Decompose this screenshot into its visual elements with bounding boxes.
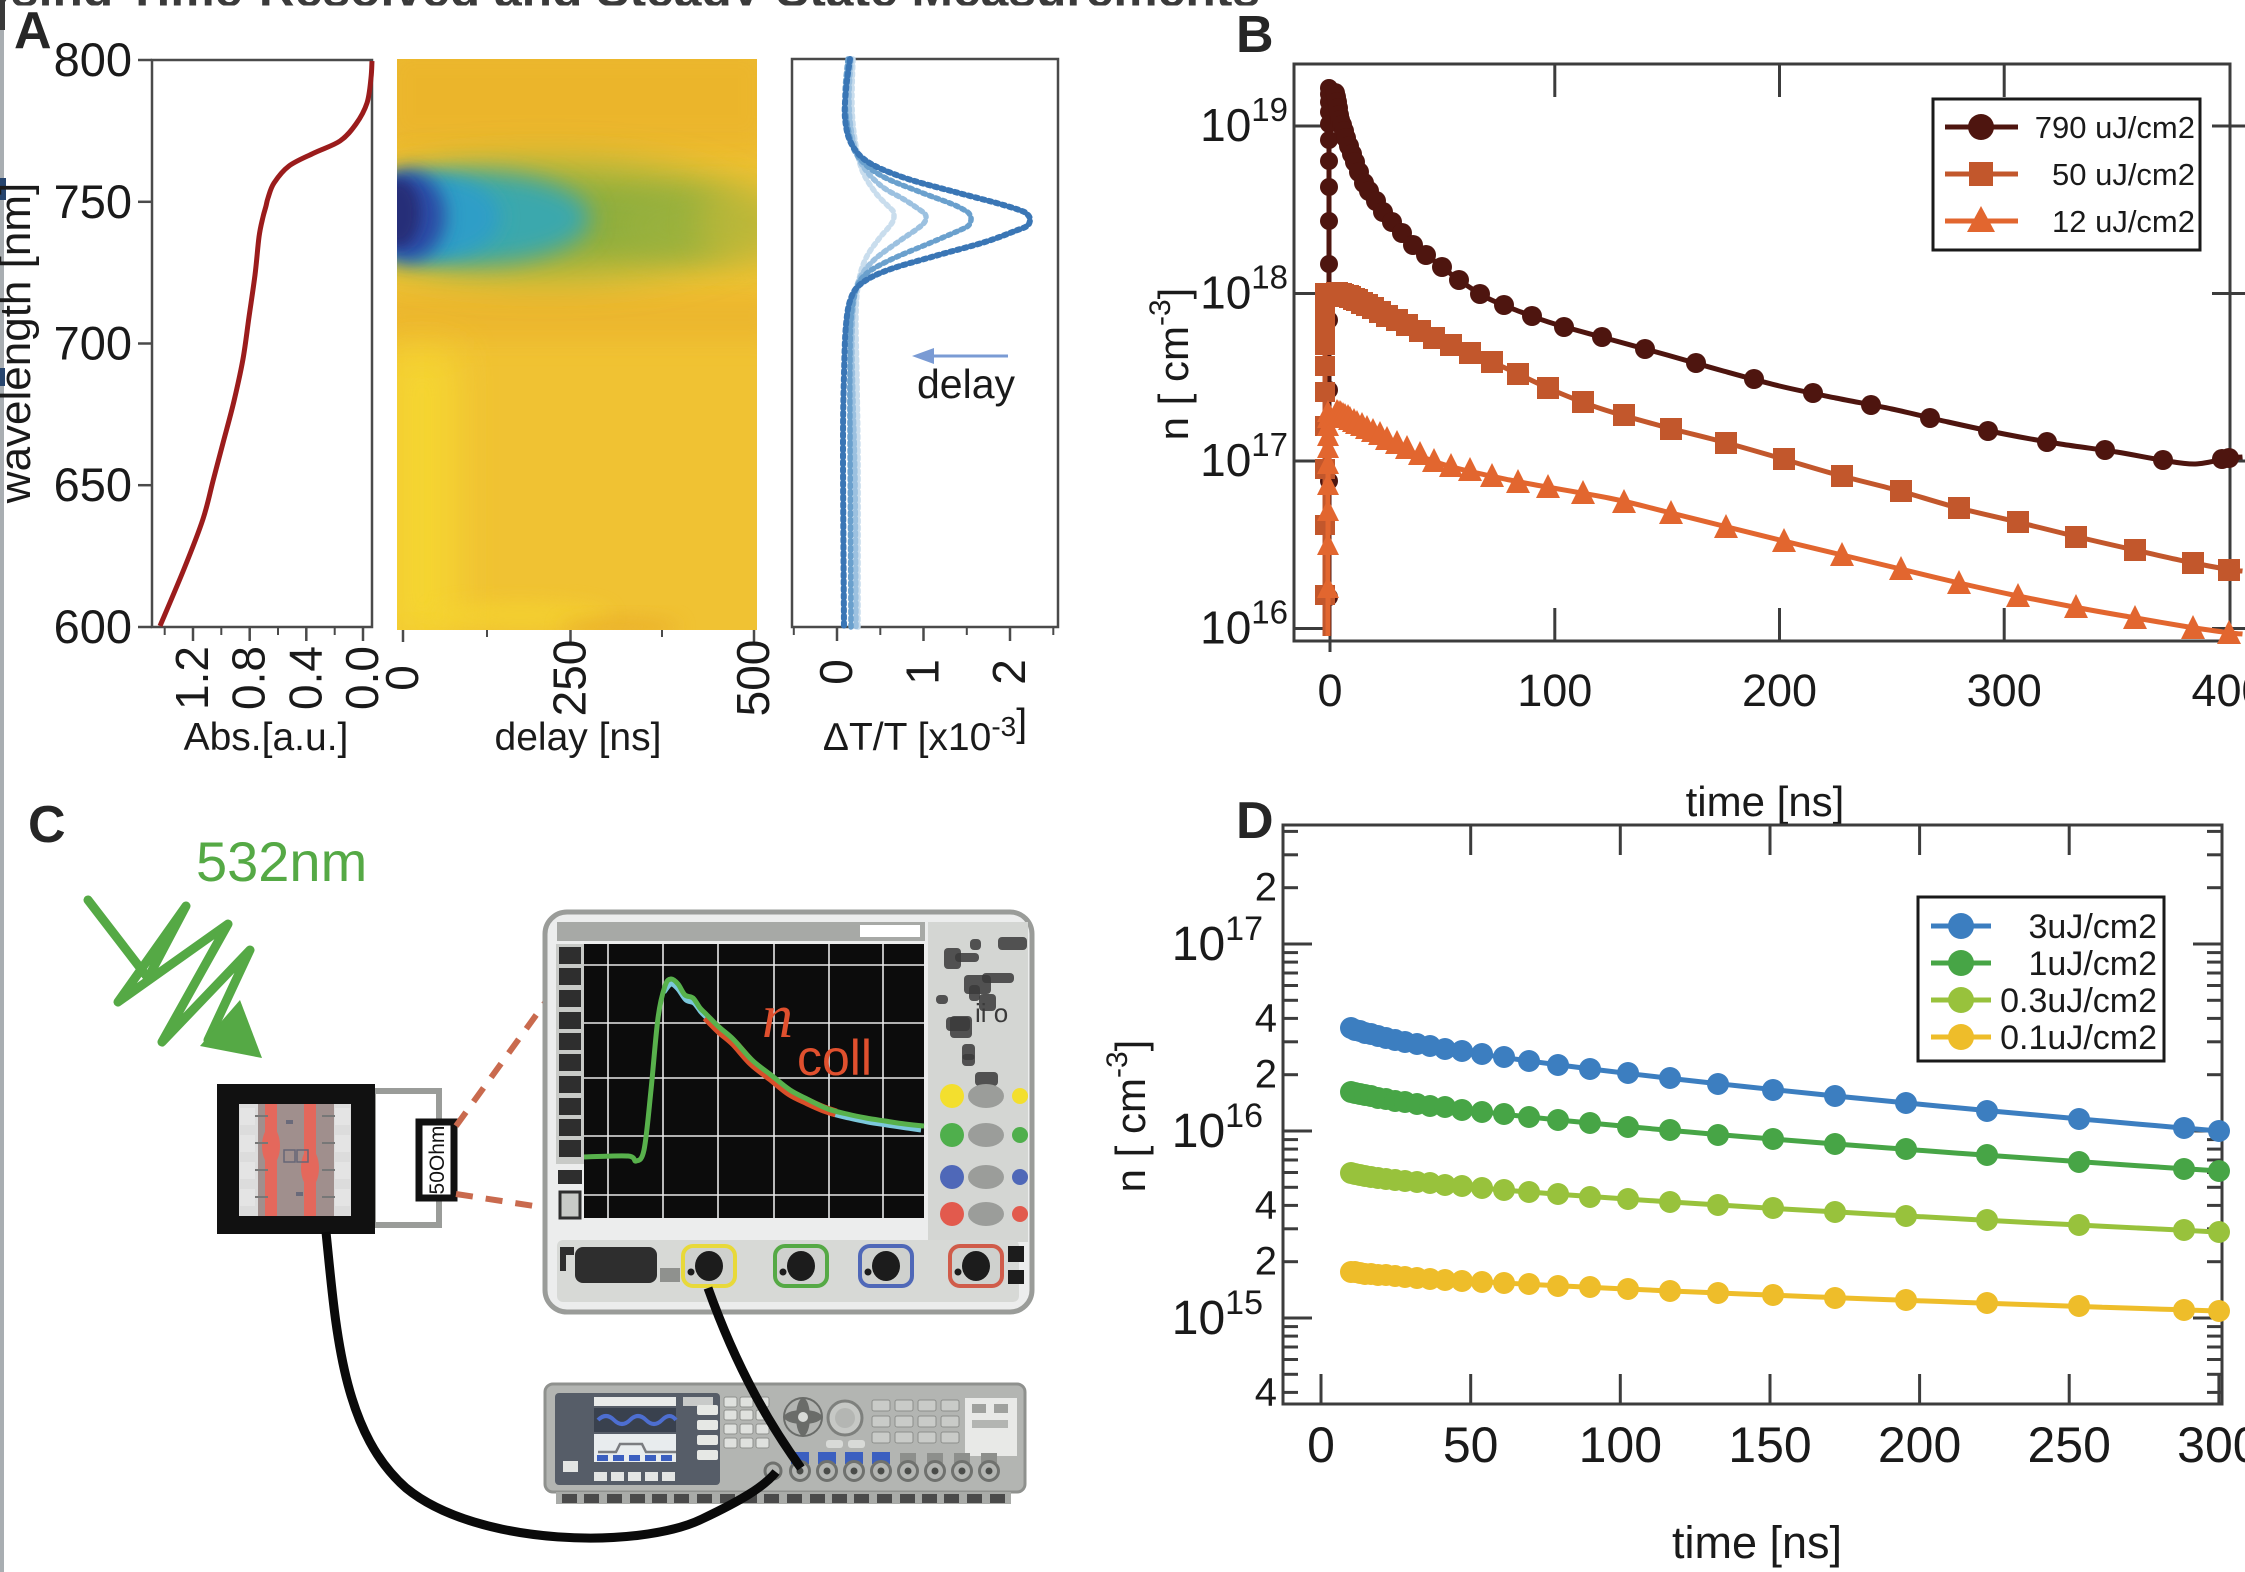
svg-text:100: 100 bbox=[1579, 1417, 1662, 1473]
svg-text:2: 2 bbox=[1255, 866, 1277, 910]
svg-text:2: 2 bbox=[1255, 1053, 1277, 1097]
svg-text:0.3uJ/cm2: 0.3uJ/cm2 bbox=[2000, 982, 2157, 1020]
svg-text:time [ns]: time [ns] bbox=[1672, 1517, 1842, 1568]
svg-text:A: A bbox=[14, 2, 52, 60]
svg-text:0.4: 0.4 bbox=[279, 646, 331, 710]
svg-text:ii o: ii o bbox=[975, 998, 1008, 1028]
svg-text:400: 400 bbox=[2191, 665, 2245, 716]
svg-text:Using Time-Resolved and Steady: Using Time-Resolved and Steady-State Mea… bbox=[0, 0, 1260, 16]
svg-text:4: 4 bbox=[1255, 1370, 1277, 1414]
svg-text:0.8: 0.8 bbox=[223, 646, 275, 710]
svg-text:2: 2 bbox=[983, 659, 1035, 685]
svg-text:1015: 1015 bbox=[1172, 1284, 1263, 1345]
svg-text:650: 650 bbox=[54, 458, 132, 511]
svg-text:1uJ/cm2: 1uJ/cm2 bbox=[2029, 945, 2158, 983]
svg-text:790 uJ/cm2: 790 uJ/cm2 bbox=[2035, 110, 2195, 145]
svg-text:0: 0 bbox=[376, 665, 428, 691]
svg-text:1.2: 1.2 bbox=[166, 646, 218, 710]
svg-text:delay [ns]: delay [ns] bbox=[495, 716, 662, 759]
svg-text:0: 0 bbox=[810, 659, 862, 685]
svg-text:250: 250 bbox=[544, 640, 596, 717]
svg-text:C: C bbox=[28, 796, 66, 854]
svg-text:B: B bbox=[1236, 6, 1274, 64]
svg-text:1019: 1019 bbox=[1200, 91, 1288, 151]
svg-text:150: 150 bbox=[1728, 1417, 1811, 1473]
svg-text:0: 0 bbox=[1307, 1417, 1335, 1473]
svg-text:0: 0 bbox=[1317, 665, 1342, 716]
svg-text:50 uJ/cm2: 50 uJ/cm2 bbox=[2052, 157, 2195, 192]
svg-text:50: 50 bbox=[1443, 1417, 1499, 1473]
svg-text:4: 4 bbox=[1255, 996, 1277, 1040]
svg-text:700: 700 bbox=[54, 317, 132, 370]
svg-text:delay: delay bbox=[917, 361, 1016, 407]
svg-text:12 uJ/cm2: 12 uJ/cm2 bbox=[2052, 204, 2195, 239]
svg-text:100: 100 bbox=[1517, 665, 1592, 716]
svg-text:300: 300 bbox=[2177, 1417, 2245, 1473]
svg-text:D: D bbox=[1236, 792, 1274, 850]
svg-text:time [ns]: time [ns] bbox=[1686, 778, 1845, 825]
svg-text:4: 4 bbox=[1255, 1183, 1277, 1227]
svg-text:Abs.[a.u.]: Abs.[a.u.] bbox=[184, 716, 349, 759]
svg-text:3uJ/cm2: 3uJ/cm2 bbox=[2029, 908, 2158, 946]
svg-text:600: 600 bbox=[54, 600, 132, 653]
svg-text:coll: coll bbox=[797, 1030, 872, 1086]
svg-text:200: 200 bbox=[1878, 1417, 1961, 1473]
svg-text:wavelength [nm]: wavelength [nm] bbox=[0, 183, 40, 504]
svg-text:532nm: 532nm bbox=[196, 830, 367, 893]
svg-text:n: n bbox=[762, 983, 793, 1051]
svg-text:250: 250 bbox=[2027, 1417, 2110, 1473]
svg-text:500: 500 bbox=[727, 640, 779, 717]
svg-text:1: 1 bbox=[897, 659, 949, 685]
svg-text:750: 750 bbox=[54, 175, 132, 228]
svg-text:300: 300 bbox=[1967, 665, 2042, 716]
svg-text:50Ohm: 50Ohm bbox=[426, 1126, 449, 1195]
svg-text:2: 2 bbox=[1255, 1240, 1277, 1284]
svg-text:200: 200 bbox=[1742, 665, 1817, 716]
svg-text:800: 800 bbox=[54, 33, 132, 86]
svg-text:n [ cm-3]: n [ cm-3] bbox=[1144, 288, 1197, 441]
svg-text:0.0: 0.0 bbox=[336, 646, 388, 710]
svg-text:0.1uJ/cm2: 0.1uJ/cm2 bbox=[2000, 1019, 2157, 1057]
